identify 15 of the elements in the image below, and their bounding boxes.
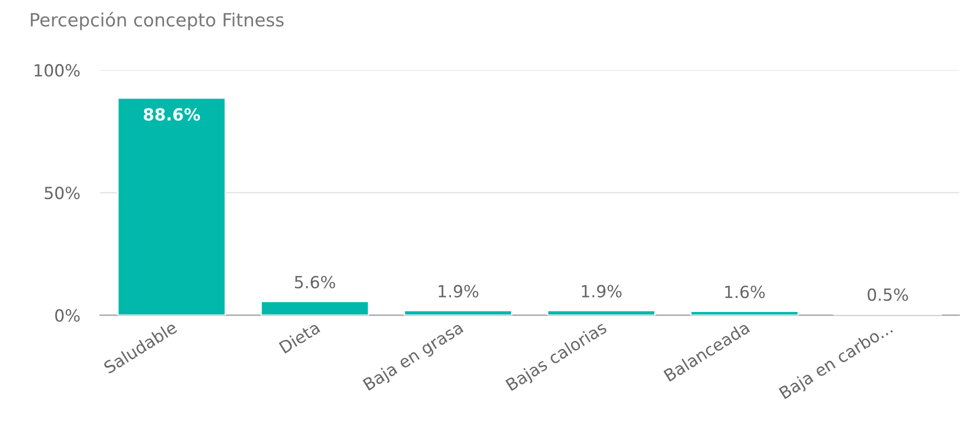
bar (117, 97, 226, 316)
bar (690, 310, 799, 316)
y-tick-label: 100% (34, 64, 80, 77)
bar (546, 310, 656, 316)
data-label: 1.9% (582, 284, 622, 298)
y-tick-label: 50% (44, 186, 80, 200)
data-label: 1.9% (438, 284, 478, 298)
data-label: 5.6% (294, 276, 336, 288)
chart-title: Percepción concepto Fitness (30, 12, 284, 30)
data-label: 88.6% (144, 108, 200, 121)
data-label: 1.6% (725, 286, 765, 298)
bar (404, 310, 512, 316)
y-tick-label: 0% (55, 309, 80, 322)
data-label: 0.5% (868, 288, 908, 301)
bar (260, 300, 370, 316)
